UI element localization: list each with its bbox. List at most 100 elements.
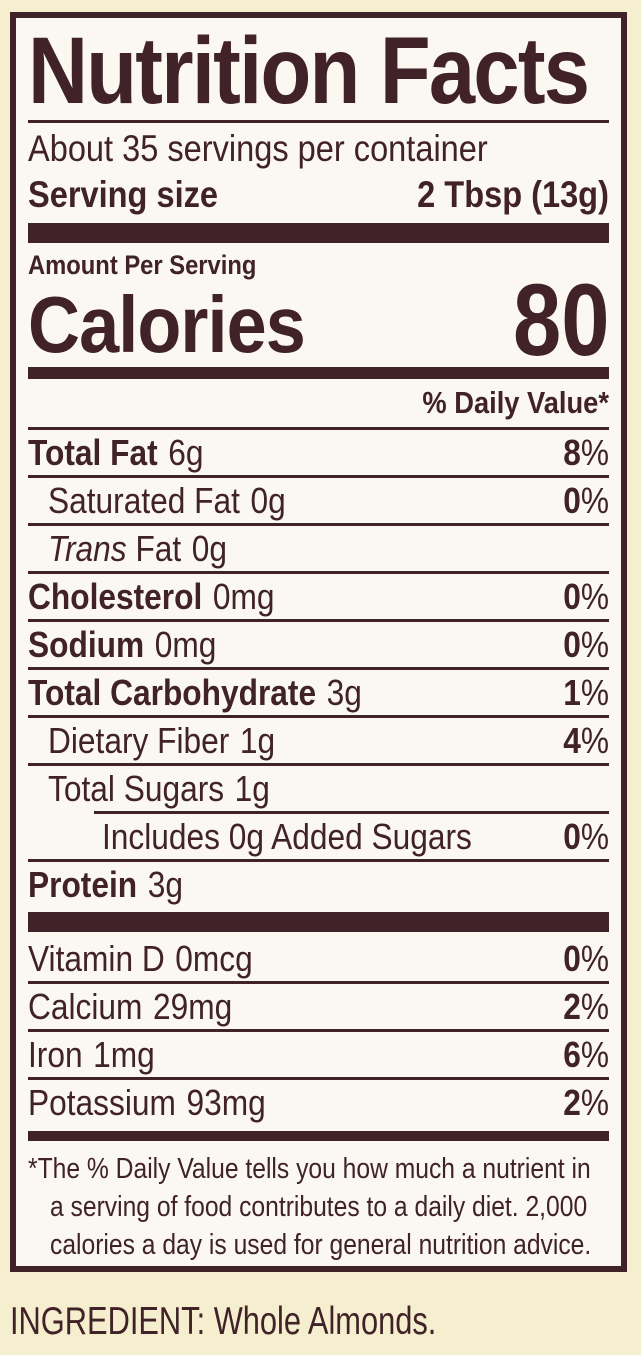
daily-value: 6% [563, 1033, 609, 1075]
nutrient-row: Dietary Fiber 1g 4% [28, 718, 609, 763]
separator [28, 571, 609, 574]
daily-value: 2% [563, 1081, 609, 1123]
separator [28, 667, 609, 670]
nutrient-name: Potassium 93mg [28, 1082, 266, 1124]
nutrient-name-text: Potassium [28, 1081, 176, 1123]
nutrient-name: Vitamin D 0mcg [28, 938, 253, 980]
nutrient-rows: Total Fat 6g 8% Saturated Fat 0g 0% Trans Fat 0… [28, 427, 609, 907]
separator [28, 859, 609, 862]
nutrient-name-text: Calcium [28, 985, 143, 1027]
nutrient-amount: 0mcg [175, 937, 253, 979]
daily-value: 4% [563, 719, 609, 761]
micronutrient-row: Iron 1mg 6% [28, 1032, 609, 1077]
nutrient-name-text: Fat [135, 527, 182, 569]
nutrient-name-text: Includes 0g Added Sugars [102, 815, 472, 857]
nutrient-amount: 93mg [186, 1081, 266, 1123]
micronutrient-rows: Vitamin D 0mcg 0% Calcium 29mg 2% Iron 1mg 6% Pot… [28, 936, 609, 1125]
micronutrient-row: Potassium 93mg 2% [28, 1080, 609, 1125]
separator [28, 1077, 609, 1080]
divider-thick [28, 223, 609, 243]
daily-value-number: 0 [563, 575, 581, 617]
nutrient-name: Total Carbohydrate 3g [28, 672, 362, 714]
nutrient-name: Trans Fat 0g [48, 528, 227, 570]
separator [28, 1029, 609, 1032]
ingredient-statement: INGREDIENT: Whole Almonds. [10, 1300, 437, 1343]
separator [28, 763, 609, 766]
calories-label: Calories [28, 280, 306, 369]
nutrient-name-text: Sodium [28, 623, 145, 665]
divider-medium [28, 1131, 609, 1141]
nutrient-name: Sodium 0mg [28, 624, 216, 666]
calories-value: 80 [512, 263, 609, 377]
nutrient-row: Trans Fat 0g [28, 526, 609, 571]
amount-per-serving-label: Amount Per Serving [28, 250, 257, 280]
daily-value-number: 1 [563, 671, 581, 713]
daily-value-number: 2 [563, 985, 581, 1027]
nutrient-row: Saturated Fat 0g 0% [28, 478, 609, 523]
nutrient-name: Protein 3g [28, 864, 183, 906]
servings-per-container: About 35 servings per container [28, 128, 488, 169]
serving-size-label: Serving size [28, 174, 219, 215]
nutrient-name-text: Total Sugars [48, 767, 225, 809]
nutrient-name: Saturated Fat 0g [48, 480, 286, 522]
divider-thin [28, 120, 609, 123]
nutrient-row: Includes 0g Added Sugars 0% [28, 814, 609, 859]
separator [94, 811, 609, 814]
daily-value: 0% [563, 623, 609, 665]
daily-value-header: % Daily Value* [422, 385, 609, 420]
nutrient-amount: 29mg [152, 985, 233, 1027]
separator [28, 523, 609, 526]
nutrient-amount: 0mg [154, 623, 217, 665]
daily-value: 8% [563, 431, 609, 473]
nutrient-name-italic: Trans [48, 527, 127, 569]
daily-value-number: 0 [563, 937, 581, 979]
nutrient-amount: 6g [168, 431, 204, 473]
footnote-line: a serving of food contributes to a daily… [50, 1191, 588, 1223]
nutrient-row: Protein 3g [28, 862, 609, 907]
daily-value-number: 8 [563, 431, 581, 473]
nutrient-row: Cholesterol 0mg 0% [28, 574, 609, 619]
nutrient-name: Total Sugars 1g [48, 768, 270, 810]
daily-value: 0% [563, 937, 609, 979]
serving-size-value: 2 Tbsp (13g) [417, 174, 609, 215]
micronutrient-row: Calcium 29mg 2% [28, 984, 609, 1029]
micronutrient-row: Vitamin D 0mcg 0% [28, 936, 609, 981]
nutrient-name: Calcium 29mg [28, 986, 232, 1028]
daily-value: 0% [563, 815, 609, 857]
nutrient-name-text: Vitamin D [28, 937, 165, 979]
nutrient-name: Includes 0g Added Sugars [102, 816, 472, 858]
nutrient-row: Sodium 0mg 0% [28, 622, 609, 667]
daily-value: 0% [563, 479, 609, 521]
nutrient-name: Total Fat 6g [28, 432, 203, 474]
nutrient-amount: 3g [326, 671, 362, 713]
nutrient-row: Total Sugars 1g [28, 766, 609, 811]
nutrient-name: Cholesterol 0mg [28, 576, 274, 618]
nutrient-amount: 0g [250, 479, 286, 521]
daily-value: 2% [563, 985, 609, 1027]
nutrient-name: Iron 1mg [28, 1034, 155, 1076]
daily-value: 1% [563, 671, 609, 713]
serving-size-row: Serving size 2 Tbsp (13g) [28, 172, 609, 218]
separator [28, 475, 609, 478]
separator [28, 715, 609, 718]
nutrition-facts-panel: Nutrition Facts About 35 servings per co… [10, 12, 627, 1272]
nutrient-name-text: Iron [28, 1033, 83, 1075]
daily-value-footnote: *The % Daily Value tells you how much a … [28, 1141, 609, 1264]
nutrient-amount: 1g [239, 719, 276, 761]
daily-value: 0% [563, 575, 609, 617]
panel-title: Nutrition Facts [28, 18, 590, 124]
separator [28, 427, 609, 430]
daily-value-number: 0 [563, 479, 581, 521]
divider-medium [28, 367, 609, 379]
nutrient-name-text: Cholesterol [28, 575, 203, 617]
nutrient-amount: 3g [147, 863, 183, 905]
separator [28, 981, 609, 984]
nutrient-amount: 0mg [212, 575, 275, 617]
nutrient-amount: 1mg [93, 1033, 155, 1075]
nutrient-name-text: Protein [28, 863, 138, 905]
nutrient-name-text: Total Fat [28, 431, 158, 473]
daily-value-number: 0 [563, 815, 581, 857]
nutrient-name: Dietary Fiber 1g [48, 720, 275, 762]
daily-value-number: 2 [563, 1081, 581, 1123]
